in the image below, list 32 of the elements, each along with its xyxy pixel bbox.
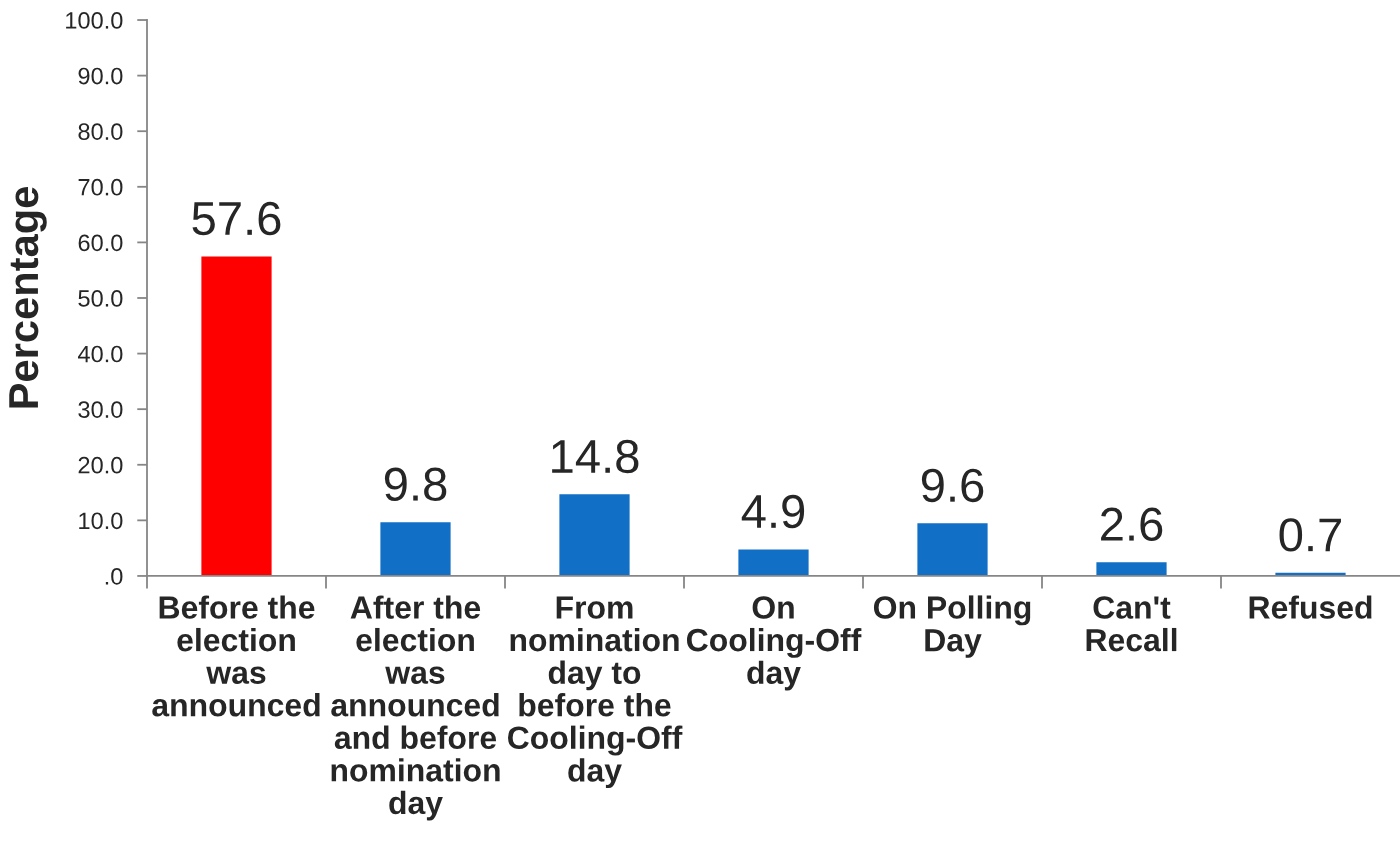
x-tick-label: After the election was announced and before nomination day	[331, 595, 500, 821]
y-tick-label: 20.0	[78, 456, 123, 474]
y-tick-label: 100.0	[66, 12, 123, 29]
y-tick-label: 10.0	[79, 512, 123, 530]
y-tick-label: 60.0	[78, 234, 123, 252]
data-label: 0.7	[1279, 518, 1341, 552]
data-label: 4.9	[741, 494, 805, 529]
bar	[558, 492, 631, 576]
bar	[379, 520, 452, 576]
y-axis-title: Percentage	[9, 187, 47, 408]
y-tick-label: 40.0	[77, 345, 123, 363]
data-label: 2.6	[1101, 507, 1163, 542]
bar	[1095, 560, 1168, 576]
y-tick-label: 50.0	[78, 290, 123, 307]
bar	[916, 521, 989, 576]
y-tick-label: .0	[105, 568, 123, 585]
x-tick-label: From nomination day to before the Cooling-Off day	[508, 596, 683, 789]
bar	[200, 255, 273, 576]
y-tick-label: 70.0	[78, 178, 123, 196]
bar	[737, 548, 810, 576]
data-label: 14.8	[552, 439, 639, 474]
data-label: 9.6	[921, 468, 984, 503]
x-tick-label: Refused	[1249, 595, 1372, 619]
x-tick-label: Before the election was announced	[152, 595, 320, 717]
data-label: 57.6	[192, 201, 281, 236]
y-tick-label: 80.0	[78, 123, 123, 140]
x-tick-label: On Cooling-Off day	[687, 596, 862, 691]
x-tick-label: Can't Recall	[1086, 596, 1177, 652]
x-tick-label: On Polling Day	[873, 595, 1031, 658]
data-label: 9.8	[384, 467, 447, 502]
y-tick-label: 90.0	[78, 67, 123, 85]
y-tick-label: 30.0	[78, 401, 123, 418]
